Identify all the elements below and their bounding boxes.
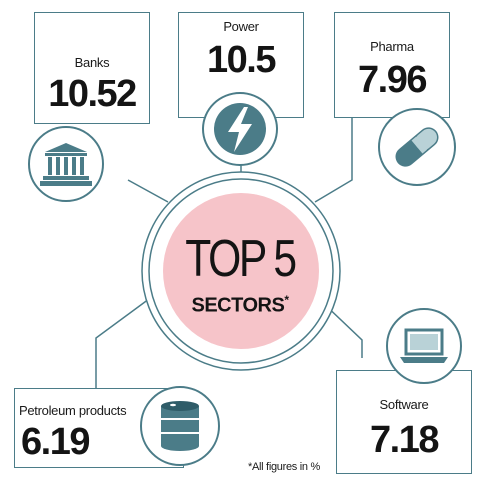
sector-value-pharma: 7.96 [358,59,427,101]
icon-circle-banks [28,126,104,202]
pill-capsule-icon [395,127,439,167]
center-subtitle: SECTORS [191,294,285,317]
sector-box-banks: Banks 10.52 [34,12,150,124]
connector-banks [127,179,169,203]
sector-label-pharma: Pharma [370,39,414,54]
sector-label-petroleum: Petroleum products [19,403,127,418]
connector-pharma [314,118,353,203]
center-title: TOP 5 [185,230,297,288]
sector-value-software: 7.18 [370,419,439,461]
lightning-bolt-icon [214,103,266,155]
sector-value-power: 10.5 [207,39,276,81]
sector-box-software: Software 7.18 [336,370,472,474]
bank-building-icon [40,143,92,186]
icon-circle-software [386,308,462,384]
footnote: *All figures in % [248,461,320,473]
sector-box-pharma: Pharma 7.96 [334,12,450,118]
sector-value-petroleum: 6.19 [21,421,90,463]
connector-software [319,299,363,358]
sector-label-banks: Banks [74,55,110,70]
laptop-icon [400,328,448,363]
center-subtitle-wrap: SECTORS* [150,294,330,316]
icon-circle-pharma [378,108,456,186]
oil-barrel-icon [161,401,199,451]
center-pink-disc [163,193,319,349]
center-middle-ring [148,178,334,364]
sector-label-power: Power [223,19,259,34]
sector-value-banks: 10.52 [48,73,137,115]
sector-label-software: Software [379,397,429,412]
center-subtitle-mark: * [284,293,289,307]
icon-circle-power [202,92,278,166]
icon-circle-petroleum [140,386,220,466]
